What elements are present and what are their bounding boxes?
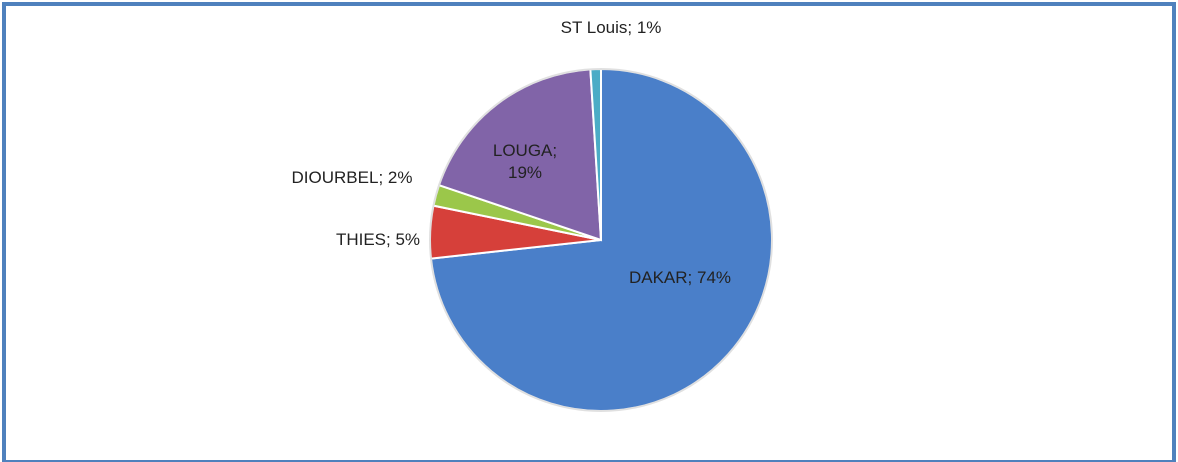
data-label: LOUGA; 19% — [492, 141, 558, 182]
pie — [429, 67, 773, 412]
data-label: THIES; 5% — [335, 230, 421, 249]
pie-slice — [437, 68, 603, 242]
pie-outline — [429, 68, 773, 412]
data-label: DIOURBEL; 2% — [291, 168, 413, 187]
data-label: DAKAR; 74% — [628, 268, 732, 287]
pie-slice — [589, 67, 602, 241]
data-label: ST Louis; 1% — [560, 18, 662, 37]
